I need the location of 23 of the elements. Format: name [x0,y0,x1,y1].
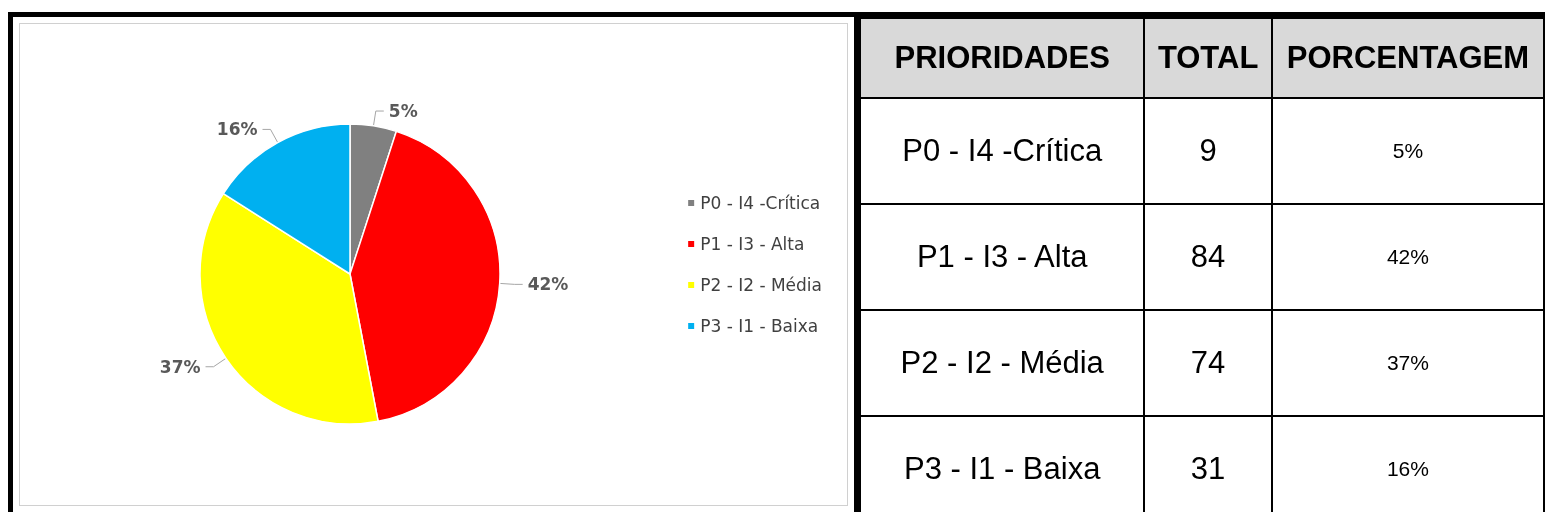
text: 84 [1144,204,1272,310]
text: 16% [1385,456,1430,482]
data-label: 42% [527,274,569,295]
data-label: 16% [216,119,258,140]
text: 31 [1189,450,1227,488]
legend-label: P2 - I2 - Média [700,275,822,295]
legend-label: P3 - I1 - Baixa [700,316,819,336]
text: 9 [1144,98,1272,204]
text: P2 - I2 - Média [860,310,1145,416]
text: PRIORIDADES [860,18,1145,98]
text: PORCENTAGEM [1271,18,1544,98]
data-label: 5% [388,101,418,122]
text: TOTAL [1144,18,1272,98]
text: P3 - I1 - Baixa [903,450,1102,488]
legend-label: P1 - I3 - Alta [700,234,805,254]
data-label: 37% [159,356,201,377]
legend-label: P0 - I4 -Crítica [700,193,821,213]
text: 74 [1144,310,1272,416]
text: 42% [1271,204,1544,310]
text: 37% [1271,310,1544,416]
text: P0 - I4 -Crítica [860,98,1145,204]
text: P1 - I3 - Alta [860,204,1145,310]
text: 5% [1271,98,1544,204]
